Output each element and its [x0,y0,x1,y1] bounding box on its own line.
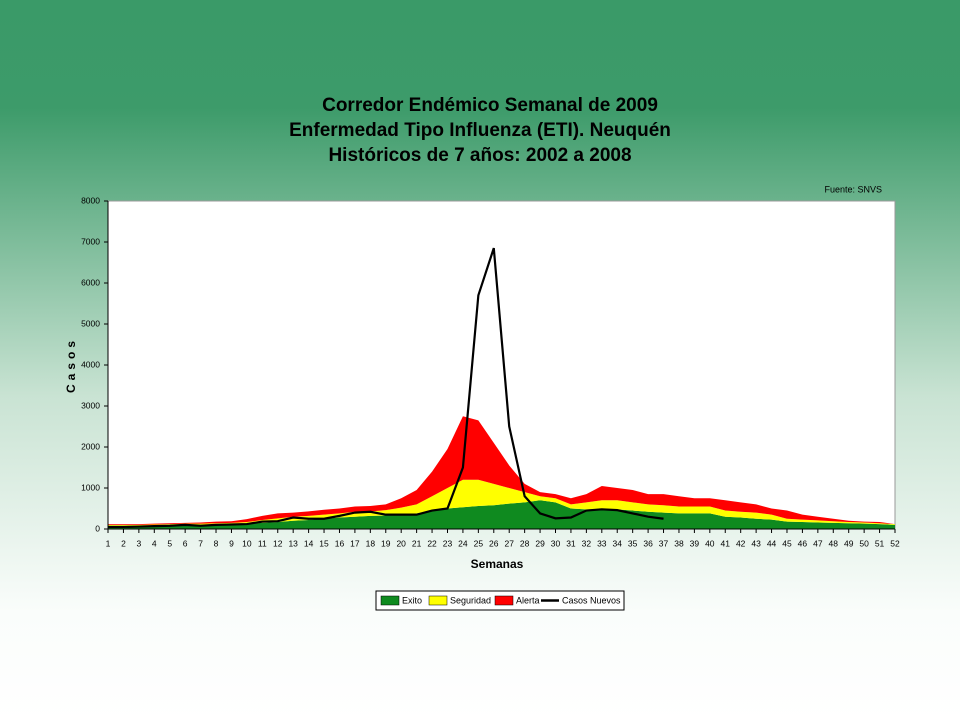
x-tick-label: 23 [443,538,453,548]
chart-title: Corredor Endémico Semanal de 2009 [322,95,658,116]
y-tick-label: 3000 [81,400,100,410]
x-tick-label: 30 [551,538,561,548]
x-tick-label: 31 [566,538,576,548]
x-tick-label: 22 [427,538,437,548]
area [108,479,895,526]
x-tick-label: 20 [396,538,406,548]
y-tick-label: 6000 [81,277,100,287]
x-axis-title: Semanas [471,557,524,571]
chart [108,247,895,529]
line [108,247,664,529]
x-tick-label: 1 [106,538,111,548]
x-tick-label: 33 [597,538,607,548]
x-tick-label: 14 [304,538,314,548]
x-tick-label: 51 [875,538,885,548]
x-tick-label: 43 [751,538,761,548]
source-note: Fuente: SNVS [824,184,882,194]
x-tick-label: 48 [829,538,839,548]
x-tick-label: 9 [229,538,234,548]
x-tick-label: 29 [535,538,545,548]
x-tick-label: 46 [798,538,808,548]
x-tick-label: 35 [628,538,638,548]
x-tick-label: 24 [458,538,468,548]
x-tick-label: 21 [412,538,422,548]
x-tick-label: 7 [198,538,203,548]
chart-title: Históricos de 7 años: 2002 a 2008 [328,145,631,166]
y-tick-label: 1000 [81,482,100,492]
x-tick-label: 45 [782,538,792,548]
x-tick-label: 42 [736,538,746,548]
y-tick-label: 7000 [81,236,100,246]
y-tick-label: 8000 [81,195,100,205]
x-tick-label: 16 [335,538,345,548]
y-tick-label: 4000 [81,359,100,369]
legend-swatch [428,595,448,606]
x-tick-label: 41 [721,538,731,548]
y-axis-title: Casos [64,337,78,393]
y-tick-label: 0 [95,523,100,533]
legend-label: Seguridad [450,595,491,605]
x-tick-label: 6 [183,538,188,548]
area [108,500,895,529]
y-tick-label: 5000 [81,318,100,328]
legend-label: Casos Nuevos [562,595,621,605]
x-tick-label: 28 [520,538,530,548]
x-tick-label: 39 [690,538,700,548]
legend-swatch [380,595,400,606]
x-tick-label: 26 [489,538,499,548]
x-tick-label: 3 [136,538,141,548]
x-tick-label: 10 [242,538,252,548]
x-tick-label: 49 [844,538,854,548]
x-tick-label: 17 [350,538,360,548]
x-tick-label: 2 [121,538,126,548]
x-tick-label: 18 [366,538,376,548]
x-tick-label: 27 [504,538,514,548]
x-tick-label: 40 [705,538,715,548]
x-tick-label: 25 [474,538,484,548]
x-tick-label: 13 [288,538,298,548]
legend-label: Alerta [516,595,540,605]
x-tick-label: 38 [674,538,684,548]
legend-label: Exito [402,595,422,605]
x-tick-label: 19 [381,538,391,548]
area [108,416,895,525]
legend-swatch [494,595,514,606]
x-tick-label: 52 [890,538,900,548]
x-tick-label: 5 [167,538,172,548]
x-tick-label: 8 [214,538,219,548]
x-tick-label: 44 [767,538,777,548]
x-tick-label: 11 [258,538,267,548]
x-tick-label: 34 [613,538,623,548]
y-tick-label: 2000 [81,441,100,451]
x-tick-label: 47 [813,538,823,548]
chart-title: Enfermedad Tipo Influenza (ETI). Neuquén [289,120,671,141]
x-tick-label: 32 [582,538,592,548]
x-tick-label: 4 [152,538,157,548]
x-tick-label: 37 [659,538,669,548]
x-tick-label: 12 [273,538,283,548]
x-tick-label: 36 [643,538,653,548]
x-tick-label: 50 [859,538,869,548]
x-tick-label: 15 [319,538,329,548]
